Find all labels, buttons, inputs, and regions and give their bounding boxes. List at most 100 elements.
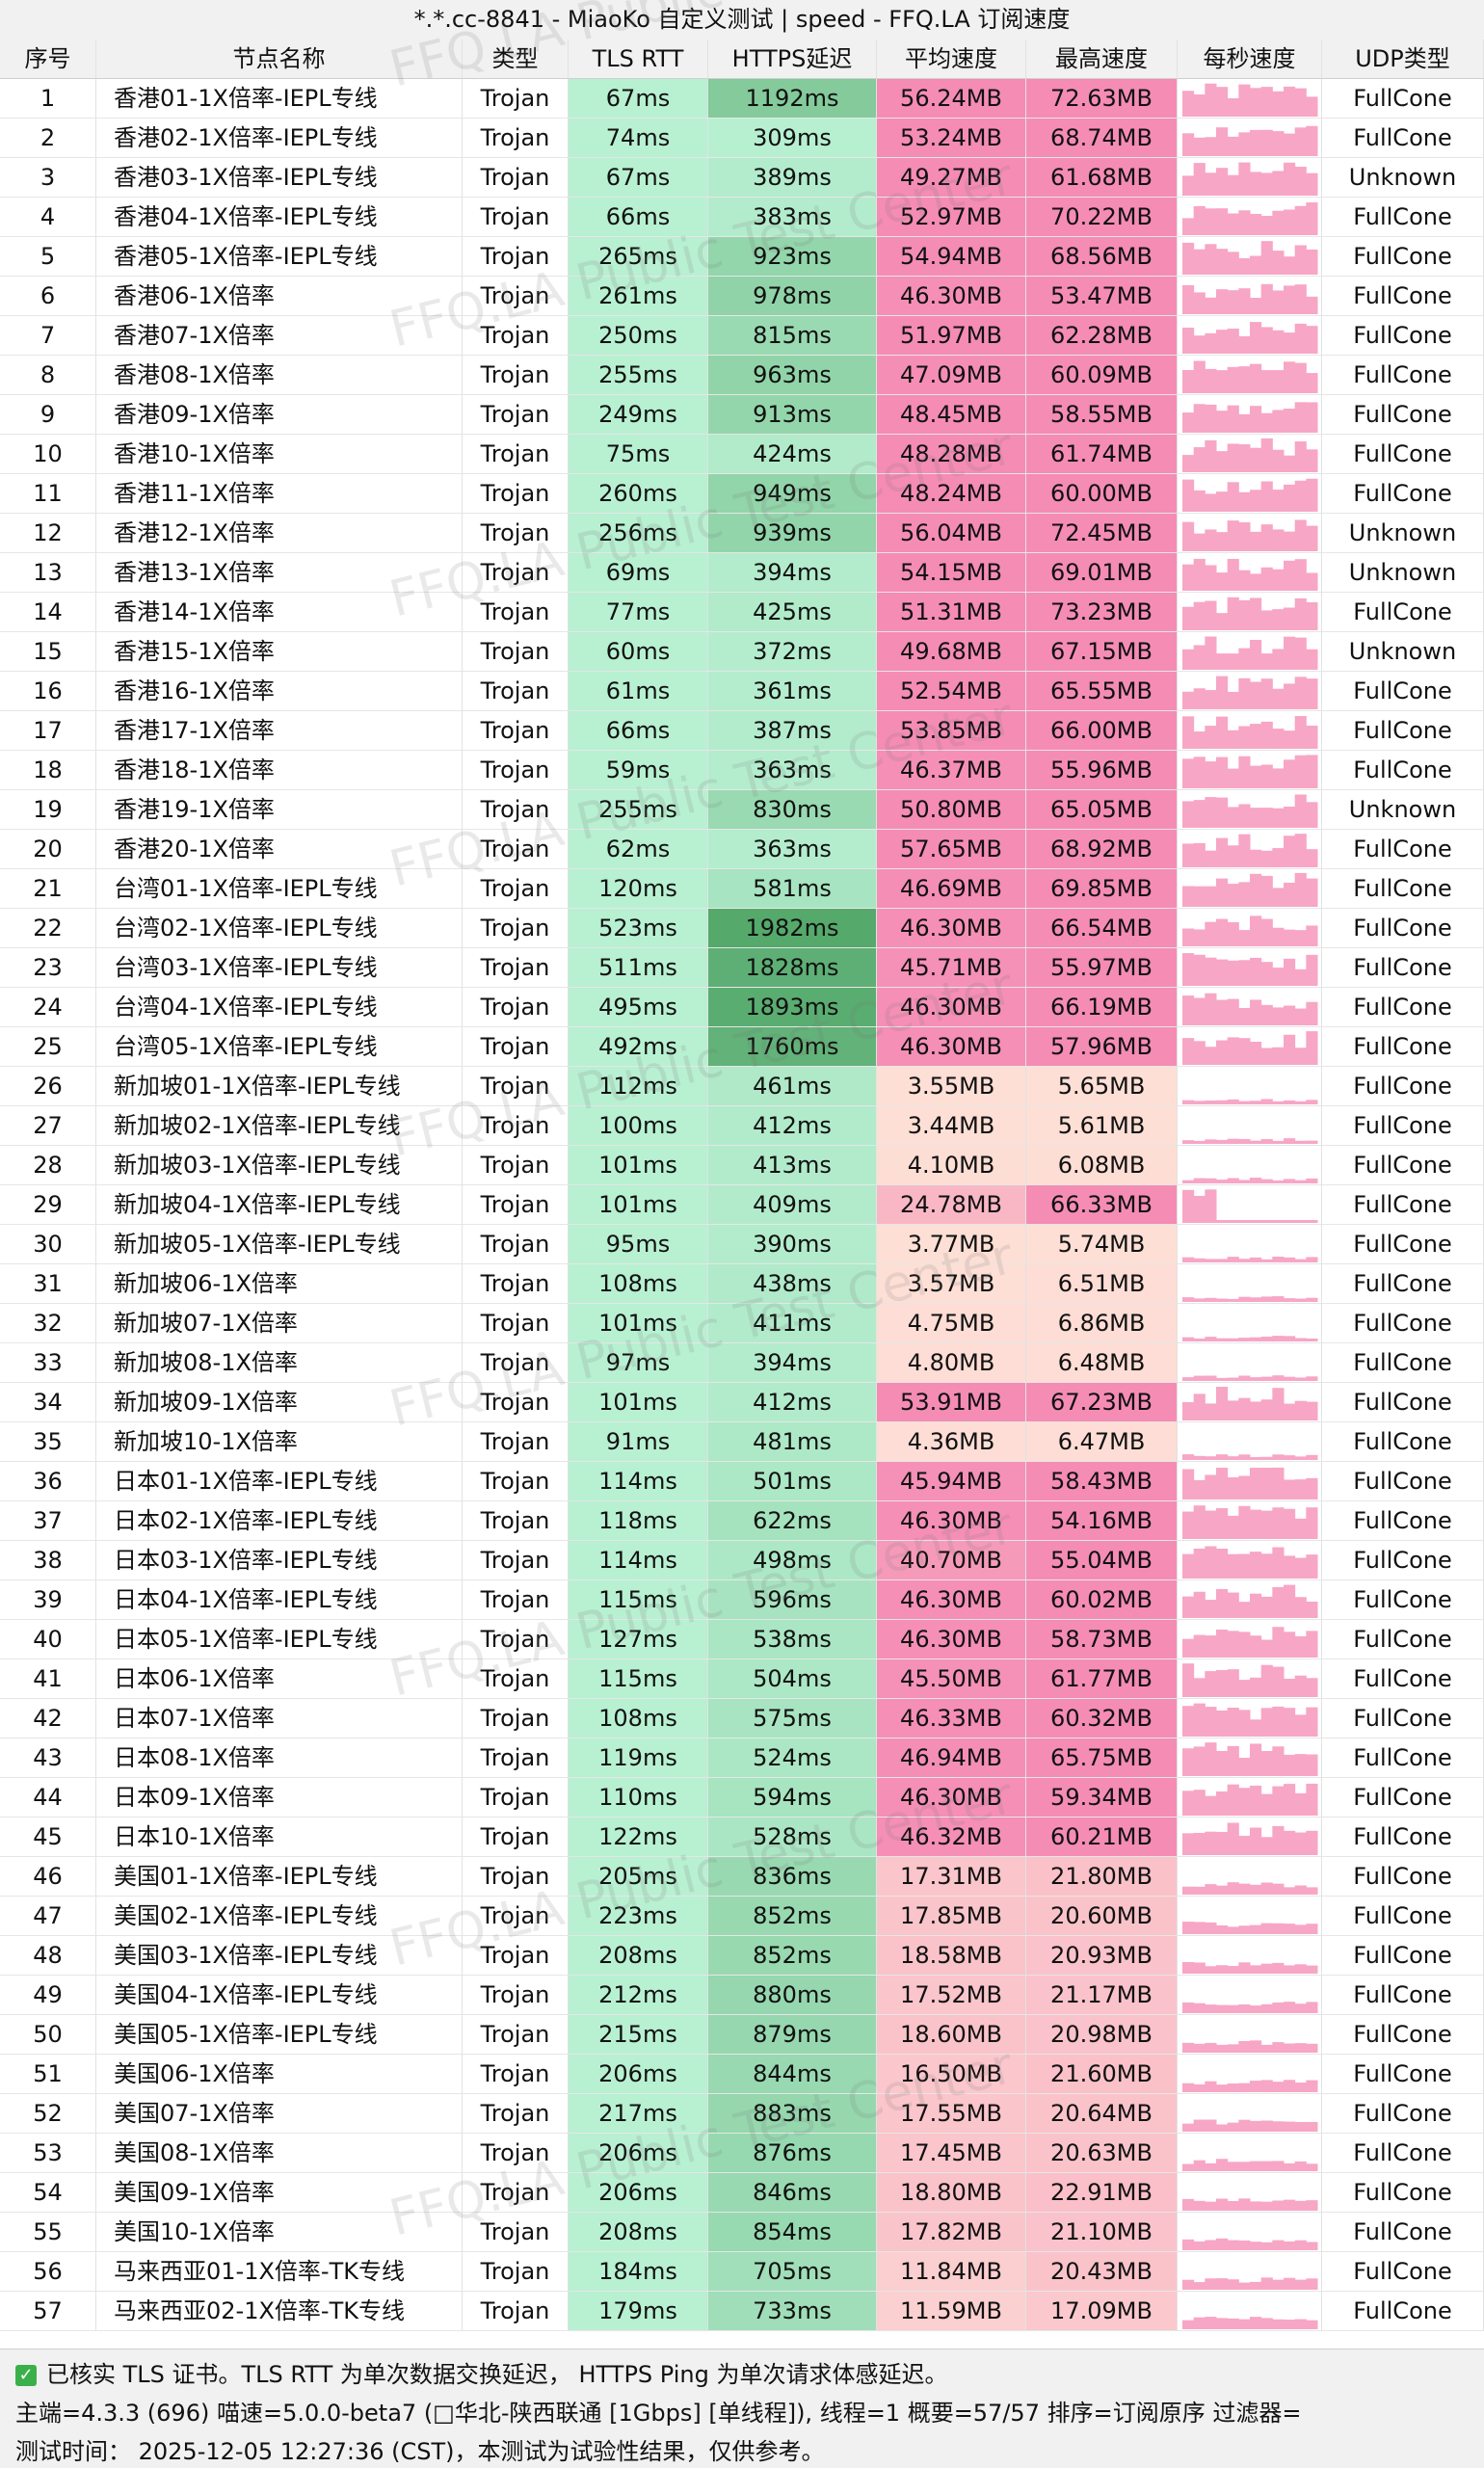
table-row[interactable]: 33 新加坡08-1X倍率 Trojan 97ms 394ms 4.80MB 6.48MB F… [0,1343,1484,1383]
table-row[interactable]: 40 日本05-1X倍率-IEPL专线 Trojan 127ms 538ms 46.30M… [0,1620,1484,1659]
table-row[interactable]: 15 香港15-1X倍率 Trojan 60ms 372ms 49.68MB 67.15MB… [0,632,1484,672]
header-https-delay[interactable]: HTTPS延迟 [708,40,877,79]
max-speed-value: 66.33MB [1026,1185,1178,1225]
header-type[interactable]: 类型 [463,40,569,79]
table-row[interactable]: 25 台湾05-1X倍率-IEPL专线 Trojan 492ms 1760ms 46.30… [0,1027,1484,1067]
node-type: Trojan [463,237,569,277]
table-row[interactable]: 38 日本03-1X倍率-IEPL专线 Trojan 114ms 498ms 40.70M… [0,1541,1484,1580]
header-max-speed[interactable]: 最高速度 [1026,40,1178,79]
table-row[interactable]: 34 新加坡09-1X倍率 Trojan 101ms 412ms 53.91MB 67.23… [0,1383,1484,1422]
table-row[interactable]: 20 香港20-1X倍率 Trojan 62ms 363ms 57.65MB 68.92MB… [0,830,1484,869]
table-row[interactable]: 1 香港01-1X倍率-IEPL专线 Trojan 67ms 1192ms 56.24MB… [0,79,1484,119]
header-udp-type[interactable]: UDP类型 [1322,40,1484,79]
table-row[interactable]: 23 台湾03-1X倍率-IEPL专线 Trojan 511ms 1828ms 45.71… [0,948,1484,988]
header-index[interactable]: 序号 [0,40,96,79]
table-row[interactable]: 36 日本01-1X倍率-IEPL专线 Trojan 114ms 501ms 45.94M… [0,1462,1484,1501]
table-row[interactable]: 26 新加坡01-1X倍率-IEPL专线 Trojan 112ms 461ms 3.55M… [0,1067,1484,1106]
sparkline-bar [1238,84,1251,117]
table-row[interactable]: 7 香港07-1X倍率 Trojan 250ms 815ms 51.97MB 62.28MB… [0,316,1484,356]
table-row[interactable]: 54 美国09-1X倍率 Trojan 206ms 846ms 18.80MB 22.91M… [0,2173,1484,2213]
table-row[interactable]: 4 香港04-1X倍率-IEPL专线 Trojan 66ms 383ms 52.97MB 7… [0,198,1484,237]
sparkline-bar [1306,1376,1318,1381]
table-row[interactable]: 5 香港05-1X倍率-IEPL专线 Trojan 265ms 923ms 54.94MB… [0,237,1484,277]
table-row[interactable]: 39 日本04-1X倍率-IEPL专线 Trojan 115ms 596ms 46.30M… [0,1580,1484,1620]
table-row[interactable]: 31 新加坡06-1X倍率 Trojan 108ms 438ms 3.57MB 6.51MB… [0,1264,1484,1304]
table-row[interactable]: 50 美国05-1X倍率-IEPL专线 Trojan 215ms 879ms 18.60M… [0,2015,1484,2055]
sparkline-bar [1294,1140,1307,1144]
table-row[interactable]: 16 香港16-1X倍率 Trojan 61ms 361ms 52.54MB 65.55MB… [0,672,1484,711]
table-row[interactable]: 12 香港12-1X倍率 Trojan 256ms 939ms 56.04MB 72.45M… [0,514,1484,553]
udp-type-value: FullCone [1322,1580,1484,1620]
per-second-speed-sparkline [1178,1541,1322,1580]
table-row[interactable]: 37 日本02-1X倍率-IEPL专线 Trojan 118ms 622ms 46.30M… [0,1501,1484,1541]
table-row[interactable]: 55 美国10-1X倍率 Trojan 208ms 854ms 17.82MB 21.10M… [0,2213,1484,2252]
tls-rtt-value: 108ms [569,1264,708,1304]
per-second-speed-sparkline [1178,435,1322,474]
header-per-second[interactable]: 每秒速度 [1178,40,1322,79]
table-row[interactable]: 29 新加坡04-1X倍率-IEPL专线 Trojan 101ms 409ms 24.78… [0,1185,1484,1225]
avg-speed-value: 4.36MB [877,1422,1026,1462]
table-row[interactable]: 24 台湾04-1X倍率-IEPL专线 Trojan 495ms 1893ms 46.30… [0,988,1484,1027]
sparkline-bar [1284,607,1296,630]
table-row[interactable]: 10 香港10-1X倍率 Trojan 75ms 424ms 48.28MB 61.74MB… [0,435,1484,474]
table-row[interactable]: 30 新加坡05-1X倍率-IEPL专线 Trojan 95ms 390ms 3.77MB… [0,1225,1484,1264]
table-row[interactable]: 57 马来西亚02-1X倍率-TK专线 Trojan 179ms 733ms 11.59M… [0,2292,1484,2331]
table-row[interactable]: 6 香港06-1X倍率 Trojan 261ms 978ms 46.30MB 53.47MB… [0,277,1484,316]
table-row[interactable]: 13 香港13-1X倍率 Trojan 69ms 394ms 54.15MB 69.01MB… [0,553,1484,593]
https-delay-value: 387ms [708,711,877,751]
table-row[interactable]: 45 日本10-1X倍率 Trojan 122ms 528ms 46.32MB 60.21M… [0,1818,1484,1857]
sparkline-bar [1238,1632,1251,1658]
tls-rtt-value: 110ms [569,1778,708,1818]
table-row[interactable]: 49 美国04-1X倍率-IEPL专线 Trojan 212ms 880ms 17.52M… [0,1976,1484,2015]
table-row[interactable]: 48 美国03-1X倍率-IEPL专线 Trojan 208ms 852ms 18.58M… [0,1936,1484,1976]
table-row[interactable]: 56 马来西亚01-1X倍率-TK专线 Trojan 184ms 705ms 11.84M… [0,2252,1484,2292]
sparkline-bar [1238,1296,1251,1302]
node-type: Trojan [463,198,569,237]
table-row[interactable]: 51 美国06-1X倍率 Trojan 206ms 844ms 16.50MB 21.60M… [0,2055,1484,2094]
sparkline-bar [1182,1706,1195,1737]
table-row[interactable]: 35 新加坡10-1X倍率 Trojan 91ms 481ms 4.36MB 6.47MB F… [0,1422,1484,1462]
table-row[interactable]: 8 香港08-1X倍率 Trojan 255ms 963ms 47.09MB 60.09MB… [0,356,1484,395]
max-speed-value: 60.32MB [1026,1699,1178,1738]
table-row[interactable]: 14 香港14-1X倍率 Trojan 77ms 425ms 51.31MB 73.23MB… [0,593,1484,632]
sparkline-bar [1182,1257,1195,1262]
table-row[interactable]: 9 香港09-1X倍率 Trojan 249ms 913ms 48.45MB 58.55MB… [0,395,1484,435]
sparkline-bar [1205,2119,1217,2132]
sparkline-bar [1238,2041,1251,2053]
table-row[interactable]: 41 日本06-1X倍率 Trojan 115ms 504ms 45.50MB 61.77M… [0,1659,1484,1699]
table-row[interactable]: 3 香港03-1X倍率-IEPL专线 Trojan 67ms 389ms 49.27MB 6… [0,158,1484,198]
sparkline-bar [1284,1708,1296,1737]
table-row[interactable]: 21 台湾01-1X倍率-IEPL专线 Trojan 120ms 581ms 46.69M… [0,869,1484,909]
row-index: 29 [0,1185,96,1225]
sparkline-bar [1238,1008,1251,1025]
table-row[interactable]: 43 日本08-1X倍率 Trojan 119ms 524ms 46.94MB 65.75M… [0,1738,1484,1778]
table-row[interactable]: 22 台湾02-1X倍率-IEPL专线 Trojan 523ms 1982ms 46.30… [0,909,1484,948]
table-row[interactable]: 28 新加坡03-1X倍率-IEPL专线 Trojan 101ms 413ms 4.10M… [0,1146,1484,1185]
header-tls-rtt[interactable]: TLS RTT [569,40,708,79]
avg-speed-value: 45.94MB [877,1462,1026,1501]
table-row[interactable]: 46 美国01-1X倍率-IEPL专线 Trojan 205ms 836ms 17.31M… [0,1857,1484,1897]
avg-speed-value: 3.44MB [877,1106,1026,1146]
table-row[interactable]: 44 日本09-1X倍率 Trojan 110ms 594ms 46.30MB 59.34M… [0,1778,1484,1818]
table-row[interactable]: 42 日本07-1X倍率 Trojan 108ms 575ms 46.33MB 60.32M… [0,1699,1484,1738]
sparkline-bar [1294,402,1307,433]
avg-speed-value: 18.80MB [877,2173,1026,2213]
table-row[interactable]: 52 美国07-1X倍率 Trojan 217ms 883ms 17.55MB 20.64M… [0,2094,1484,2134]
header-node-name[interactable]: 节点名称 [96,40,463,79]
table-row[interactable]: 17 香港17-1X倍率 Trojan 66ms 387ms 53.85MB 66.00MB… [0,711,1484,751]
node-name: 新加坡07-1X倍率 [96,1304,463,1343]
sparkline-bar [1294,1400,1307,1420]
table-row[interactable]: 18 香港18-1X倍率 Trojan 59ms 363ms 46.37MB 55.96MB… [0,751,1484,790]
max-speed-value: 5.74MB [1026,1225,1178,1264]
sparkline-bar [1205,1139,1217,1144]
sparkline-bar [1250,1965,1262,1974]
table-row[interactable]: 53 美国08-1X倍率 Trojan 206ms 876ms 17.45MB 20.63M… [0,2134,1484,2173]
table-row[interactable]: 11 香港11-1X倍率 Trojan 260ms 949ms 48.24MB 60.00M… [0,474,1484,514]
table-row[interactable]: 27 新加坡02-1X倍率-IEPL专线 Trojan 100ms 412ms 3.44M… [0,1106,1484,1146]
table-row[interactable]: 2 香港02-1X倍率-IEPL专线 Trojan 74ms 309ms 53.24MB 6… [0,119,1484,158]
table-row[interactable]: 19 香港19-1X倍率 Trojan 255ms 830ms 50.80MB 65.05M… [0,790,1484,830]
table-row[interactable]: 47 美国02-1X倍率-IEPL专线 Trojan 223ms 852ms 17.85M… [0,1897,1484,1936]
sparkline-bar [1250,849,1262,867]
table-row[interactable]: 32 新加坡07-1X倍率 Trojan 101ms 411ms 4.75MB 6.86MB… [0,1304,1484,1343]
header-avg-speed[interactable]: 平均速度 [877,40,1026,79]
